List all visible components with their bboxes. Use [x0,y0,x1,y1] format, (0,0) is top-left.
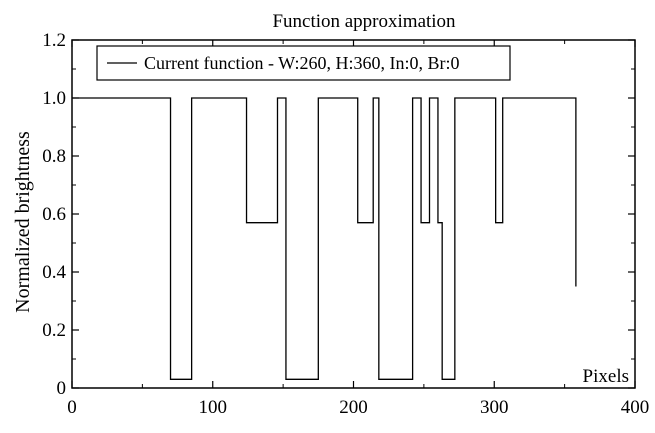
series-layer [72,97,577,380]
y-tick-label: 0.2 [42,320,66,341]
x-axis-label: Pixels [583,366,629,387]
x-tick-label: 300 [480,397,509,418]
y-tick-label: 0 [57,378,67,399]
y-tick-label: 0.8 [42,146,66,167]
x-tick-label: 400 [621,397,650,418]
legend: Current function - W:260, H:360, In:0, B… [96,45,511,81]
plot-frame [71,39,636,389]
axis-ticks: 0 100 200 300 400 0 0.2 0.4 0.6 0.8 1.0 1.2 [42,30,649,418]
y-axis-label: Normalized brightness [12,131,34,313]
y-tick-label: 1.0 [42,88,66,109]
y-tick-label: 0.6 [42,204,66,225]
y-tick-label: 0.4 [42,262,66,283]
x-tick-label: 0 [67,397,77,418]
x-tick-label: 100 [199,397,228,418]
legend-box [96,45,511,81]
y-tick-label: 1.2 [42,30,66,51]
x-tick-label: 200 [339,397,368,418]
series-line [72,97,577,380]
chart-title: Function approximation [272,11,456,32]
legend-label: Current function - W:260, H:360, In:0, B… [144,53,459,73]
